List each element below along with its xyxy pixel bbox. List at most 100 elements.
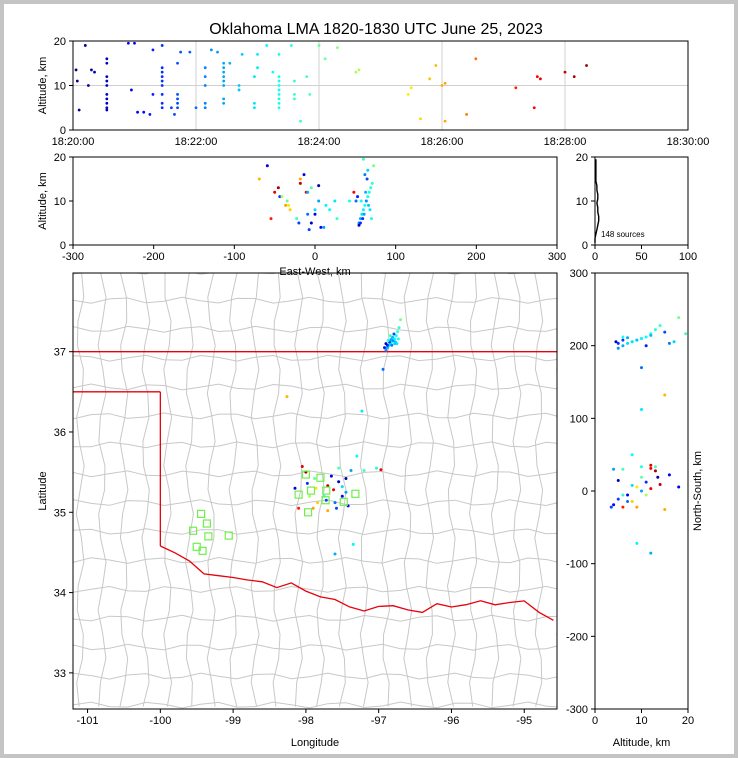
source-point xyxy=(333,199,337,203)
source-point xyxy=(203,66,207,70)
x-tick-label: -97 xyxy=(371,715,387,727)
lma-station-marker xyxy=(316,473,325,482)
source-point xyxy=(352,190,356,194)
source-point xyxy=(356,195,360,199)
county-boundary xyxy=(73,354,557,362)
source-point xyxy=(253,75,256,78)
source-point xyxy=(428,77,432,81)
y-tick-label: 37 xyxy=(54,347,66,359)
source-point xyxy=(392,332,396,336)
source-point xyxy=(75,79,79,83)
source-point xyxy=(253,101,256,105)
source-point xyxy=(332,488,336,492)
source-point xyxy=(333,501,337,505)
source-point xyxy=(265,44,269,47)
x-tick-label: 18:24:00 xyxy=(298,136,341,148)
source-point xyxy=(105,101,109,105)
county-boundary xyxy=(206,273,216,707)
source-point xyxy=(130,88,133,92)
source-point xyxy=(626,493,630,497)
source-point xyxy=(626,499,630,503)
source-point xyxy=(277,88,281,92)
county-boundary xyxy=(359,273,369,707)
lma-station-marker xyxy=(301,470,311,479)
county-boundary xyxy=(381,273,391,707)
x-tick-label: 20 xyxy=(682,715,694,727)
source-point xyxy=(293,486,297,490)
lma-station-marker xyxy=(224,531,233,540)
x-tick-label: 18:20:00 xyxy=(52,136,95,148)
source-point xyxy=(287,203,291,207)
source-point xyxy=(77,108,81,112)
source-point xyxy=(349,469,353,473)
source-point xyxy=(684,332,688,336)
source-point xyxy=(179,50,183,54)
source-point xyxy=(393,337,397,341)
source-point xyxy=(635,338,639,342)
source-point xyxy=(644,335,648,339)
county-boundary xyxy=(73,701,557,709)
source-point xyxy=(340,494,344,498)
source-point xyxy=(649,466,653,470)
source-point xyxy=(160,66,164,70)
y-tick-label: -100 xyxy=(566,559,588,571)
lma-station-marker xyxy=(351,489,360,498)
x-tick-label: 100 xyxy=(386,251,404,263)
source-point xyxy=(277,97,281,101)
source-point xyxy=(273,190,277,194)
source-point xyxy=(357,68,361,72)
source-point xyxy=(535,75,539,78)
source-point xyxy=(203,75,207,78)
source-point xyxy=(311,506,315,510)
county-boundary xyxy=(73,412,557,420)
source-point xyxy=(257,177,261,181)
source-point xyxy=(277,84,281,87)
source-point xyxy=(133,41,136,45)
source-point xyxy=(313,212,317,216)
source-point xyxy=(93,70,96,74)
source-point xyxy=(644,480,648,484)
source-point xyxy=(361,208,365,212)
x-axis-label: Altitude, km xyxy=(613,737,670,749)
y-tick-label: 36 xyxy=(54,427,66,439)
x-tick-label: -200 xyxy=(143,251,165,263)
county-boundary xyxy=(403,273,413,707)
source-point xyxy=(369,186,373,190)
county-boundary xyxy=(534,273,544,707)
source-point xyxy=(136,110,139,114)
source-point xyxy=(383,346,387,350)
source-point xyxy=(277,101,281,105)
source-point xyxy=(285,395,289,399)
source-point xyxy=(269,217,273,221)
source-point xyxy=(105,61,109,65)
source-point xyxy=(265,164,269,168)
source-point xyxy=(364,190,368,194)
source-point xyxy=(658,324,662,328)
source-point xyxy=(366,195,370,199)
source-point xyxy=(644,344,648,348)
source-point xyxy=(640,489,643,493)
source-point xyxy=(306,212,310,216)
county-boundary xyxy=(250,273,260,707)
source-point xyxy=(333,552,337,556)
source-point xyxy=(368,208,372,212)
source-point xyxy=(277,93,281,96)
source-point xyxy=(160,84,164,87)
source-point xyxy=(222,75,226,78)
y-tick-label: 100 xyxy=(570,413,588,425)
county-boundary xyxy=(73,528,557,536)
source-point xyxy=(640,475,643,479)
source-point xyxy=(367,190,371,194)
source-point xyxy=(295,217,299,221)
source-point xyxy=(354,199,358,203)
source-point xyxy=(209,48,213,52)
source-point xyxy=(366,168,370,172)
y-axis-label: Latitude xyxy=(37,471,49,510)
source-point xyxy=(372,164,376,168)
source-point xyxy=(297,506,301,510)
x-tick-label: 10 xyxy=(635,715,647,727)
source-point xyxy=(222,84,226,87)
source-point xyxy=(309,186,313,190)
source-point xyxy=(539,77,542,81)
source-point xyxy=(335,217,339,221)
